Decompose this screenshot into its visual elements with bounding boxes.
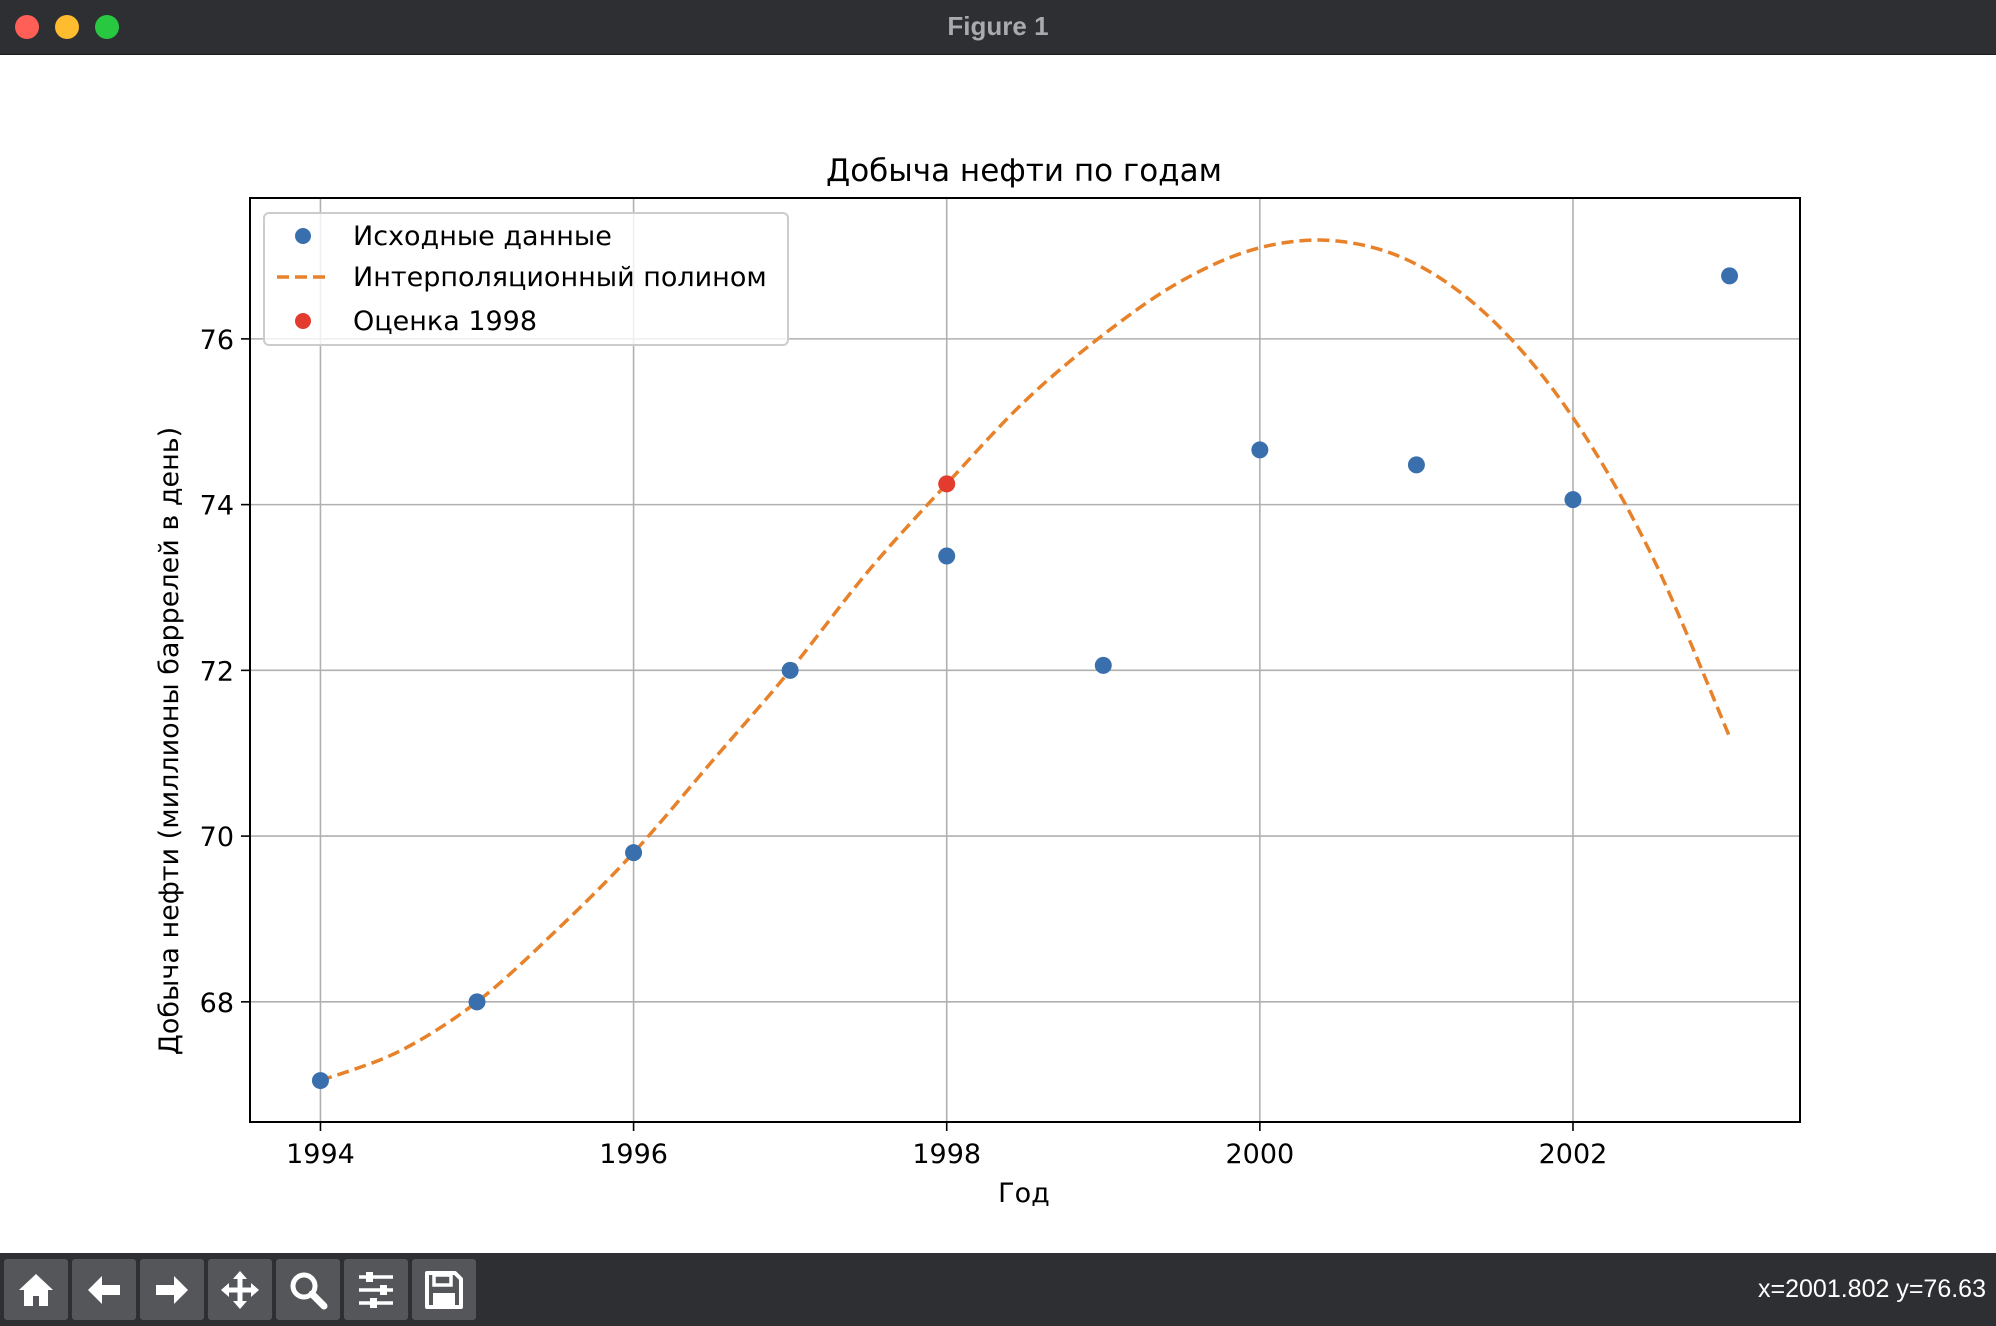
y-tick-label: 68 xyxy=(200,988,234,1019)
y-tick-label: 74 xyxy=(200,491,234,522)
home-button[interactable] xyxy=(4,1259,68,1320)
window-title: Figure 1 xyxy=(947,11,1049,41)
data-point-source-data xyxy=(468,993,486,1011)
x-tick-label: 2000 xyxy=(1225,1139,1294,1170)
data-point-source-data xyxy=(1094,656,1112,674)
data-point-source-data xyxy=(1407,456,1425,474)
legend-marker-source-data xyxy=(295,228,311,244)
home-icon xyxy=(19,1273,53,1306)
legend-label-source-data: Исходные данные xyxy=(353,221,612,252)
data-point-source-data xyxy=(311,1072,329,1090)
data-point-source-data xyxy=(1251,441,1269,459)
maximize-window-button[interactable] xyxy=(95,15,119,39)
figure-canvas[interactable]: 1994 1996 1998 2000 2002 68 70 72 74 76 Добыча не… xyxy=(0,55,1996,1253)
chart: 1994 1996 1998 2000 2002 68 70 72 74 76 Добыча не… xyxy=(154,153,1801,1209)
data-point-source-data xyxy=(781,661,799,679)
x-tick-label: 1994 xyxy=(286,1139,355,1170)
y-axis-label: Добыча нефти (миллионы баррелей в день) xyxy=(154,427,185,1055)
series-line-polynomial xyxy=(319,238,1732,1083)
legend-frame xyxy=(263,212,789,346)
zoom-button[interactable] xyxy=(276,1259,340,1320)
forward-arrow-icon xyxy=(156,1275,188,1304)
configure-subplots-button[interactable] xyxy=(344,1259,408,1320)
back-button[interactable] xyxy=(72,1259,136,1320)
chart-title: Добыча нефти по годам xyxy=(826,153,1222,189)
data-point-estimate xyxy=(938,475,956,493)
legend: Исходные данные Интерполяционный полином… xyxy=(263,212,789,346)
y-tick-label: 70 xyxy=(200,822,234,853)
zoom-icon xyxy=(290,1272,328,1309)
x-tick-label: 2002 xyxy=(1539,1139,1608,1170)
cursor-coordinates: x=2001.802 y=76.63 xyxy=(1758,1275,1986,1303)
data-point-source-data xyxy=(1721,267,1739,285)
legend-label-estimate: Оценка 1998 xyxy=(353,306,537,337)
back-arrow-icon xyxy=(88,1275,120,1304)
x-tick-label: 1998 xyxy=(912,1139,981,1170)
save-button[interactable] xyxy=(412,1259,476,1320)
y-tick-label: 76 xyxy=(200,325,234,356)
minimize-window-button[interactable] xyxy=(55,15,79,39)
data-point-source-data xyxy=(625,844,643,862)
save-icon xyxy=(425,1270,463,1309)
x-tick-label: 1996 xyxy=(599,1139,668,1170)
pan-icon xyxy=(221,1270,259,1309)
x-axis-label: Год xyxy=(998,1178,1050,1209)
data-point-source-data xyxy=(938,547,956,565)
legend-label-polynomial: Интерполяционный полином xyxy=(353,262,767,293)
axes-frame xyxy=(249,197,1801,1123)
navigation-toolbar: x=2001.802 y=76.63 xyxy=(0,1253,1996,1326)
y-tick-label: 72 xyxy=(200,656,234,687)
forward-button[interactable] xyxy=(140,1259,204,1320)
window-titlebar: Figure 1 xyxy=(0,0,1996,55)
close-window-button[interactable] xyxy=(15,15,39,39)
data-point-source-data xyxy=(1564,491,1582,509)
legend-marker-estimate xyxy=(295,313,311,329)
configure-subplots-icon xyxy=(359,1271,393,1308)
pan-button[interactable] xyxy=(208,1259,272,1320)
